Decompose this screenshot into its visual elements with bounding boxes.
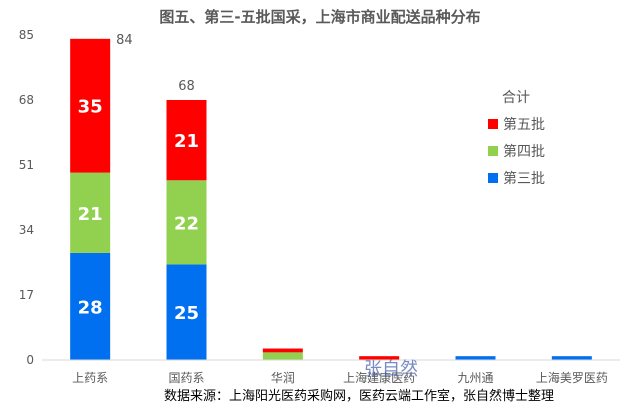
bar-segment [262, 352, 303, 360]
bar-total-label: 68 [178, 79, 195, 94]
y-tick-label: 85 [19, 28, 34, 42]
bar-segment [262, 348, 303, 353]
bar-total-label: 84 [116, 33, 133, 48]
bar-segment [70, 38, 111, 173]
legend-label: 第五批 [503, 116, 545, 133]
legend-title: 合计 [502, 90, 530, 106]
bar-segment [166, 180, 207, 265]
x-tick-label: 华润 [271, 371, 295, 385]
legend-swatch [488, 173, 498, 183]
x-tick-label: 上海美罗医药 [536, 370, 608, 385]
y-tick-label: 68 [19, 93, 34, 107]
bar-segment [359, 356, 400, 360]
bar-segment [455, 356, 496, 360]
x-tick-label: 上药系 [72, 371, 108, 385]
bar-value-label: 25 [174, 303, 199, 324]
bar-value-label: 22 [174, 213, 199, 234]
x-tick-label: 上海建康医药 [343, 370, 415, 385]
bar-value-label: 21 [174, 131, 199, 152]
bar-value-label: 21 [78, 204, 103, 225]
chart-title: 图五、第三-五批国采，上海市商业配送品种分布 [159, 8, 480, 26]
x-axis: 上药系 国药系 华润 上海建康医药 九州通 上海美罗医药 [42, 359, 620, 385]
y-tick-label: 0 [26, 353, 34, 367]
y-tick-label: 51 [19, 158, 34, 172]
watermark: 张自然 [364, 359, 418, 380]
bars: 28 21 35 84 25 22 21 68 [70, 33, 592, 360]
source-note: 数据来源：上海阳光医药采购网，医药云端工作室，张自然博士整理 [164, 388, 554, 404]
bar-value-label: 28 [78, 297, 103, 318]
y-axis: 0 17 34 51 68 85 [19, 28, 34, 367]
bar-segment [166, 100, 207, 181]
bar-segment [70, 172, 111, 253]
y-tick-label: 17 [19, 288, 34, 302]
legend-swatch [488, 119, 498, 129]
x-tick-label: 国药系 [168, 371, 204, 385]
legend-swatch [488, 146, 498, 156]
legend-label: 第三批 [503, 170, 545, 187]
legend-label: 第四批 [503, 143, 545, 160]
bar-segment [166, 264, 207, 360]
x-tick-label: 九州通 [457, 371, 493, 385]
bar-value-label: 35 [78, 97, 103, 118]
y-tick-label: 34 [19, 223, 34, 237]
bar-segment [551, 356, 592, 360]
bar-segment [70, 252, 111, 360]
